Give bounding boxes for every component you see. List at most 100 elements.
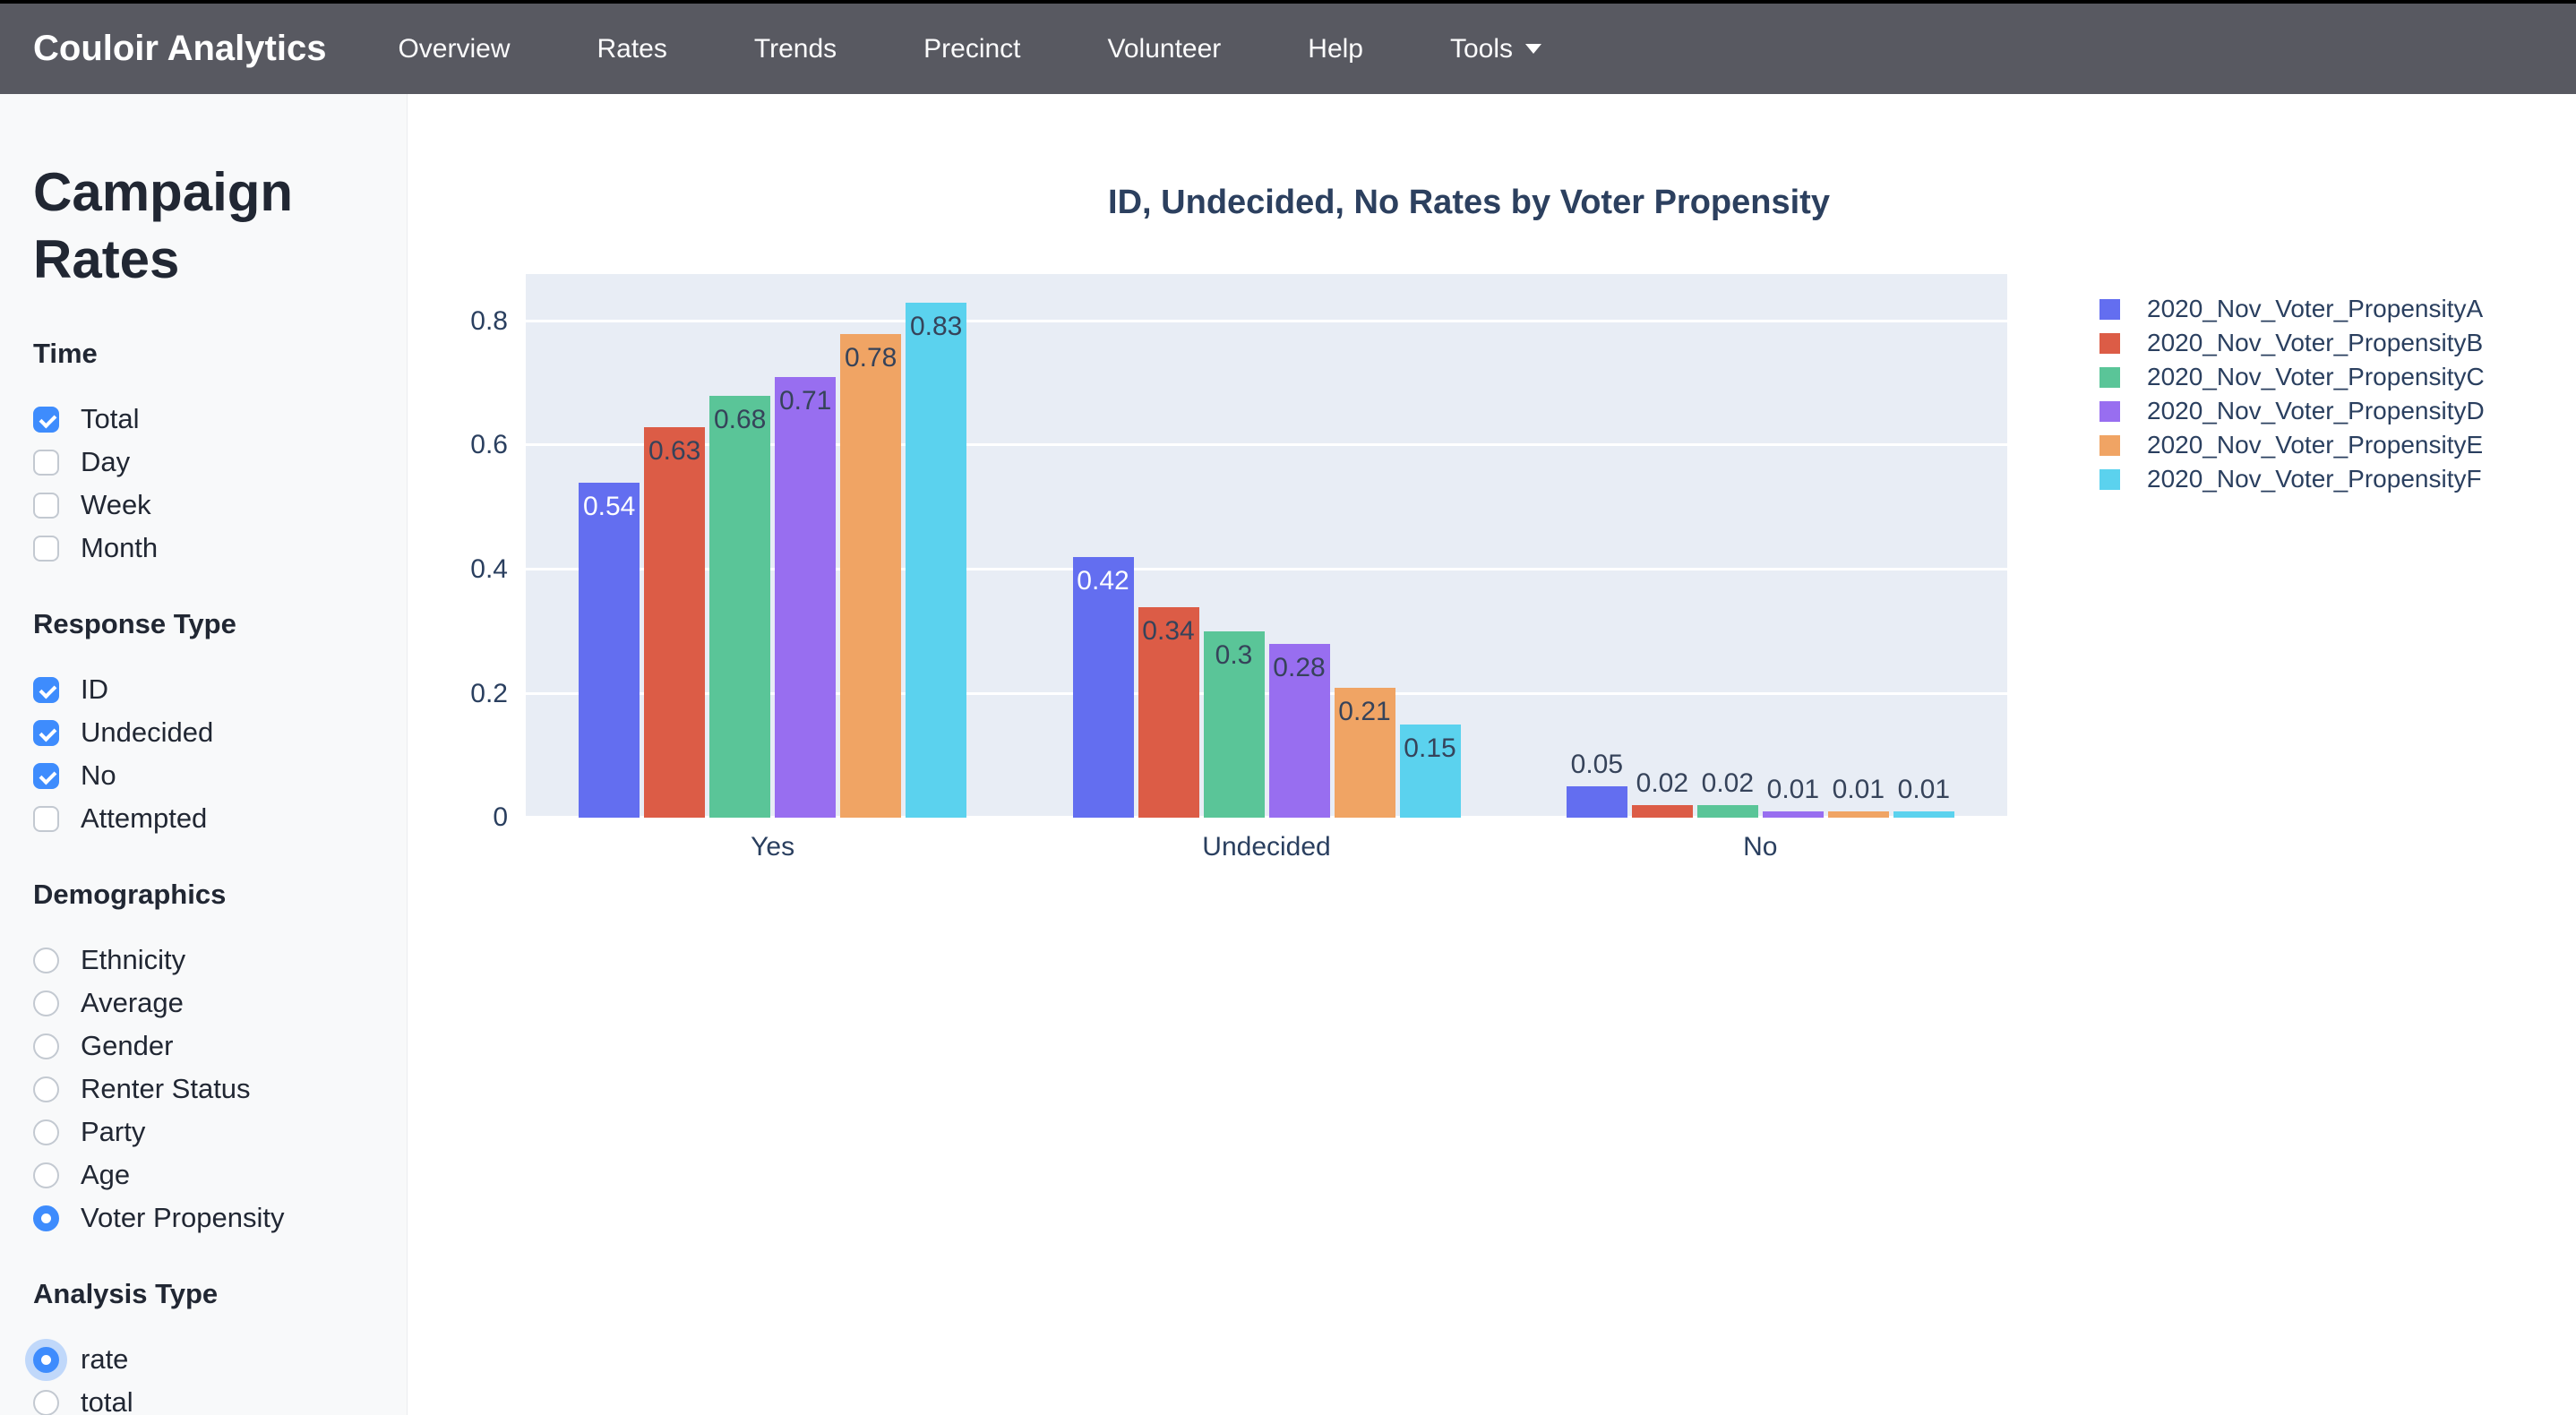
gridline-0.8 xyxy=(526,319,2007,322)
nav-item-label: Help xyxy=(1308,33,1363,64)
bar-undecided-2020-nov-voter-propensityf[interactable]: 0.15 xyxy=(1399,725,1461,818)
radio-gender[interactable]: Gender xyxy=(33,1031,382,1061)
nav-item-label: Tools xyxy=(1450,33,1514,64)
radio-renter-status[interactable]: Renter Status xyxy=(33,1074,382,1104)
bar-value-label: 0.21 xyxy=(1338,697,1391,726)
bar-no-2020-nov-voter-propensitya[interactable]: 0.05 xyxy=(1566,750,1627,818)
nav-item-tools[interactable]: Tools xyxy=(1450,33,1542,64)
x-tick-label-no: No xyxy=(1743,832,1778,862)
nav-item-trends[interactable]: Trends xyxy=(754,34,837,64)
legend-item-2020-nov-voter-propensitye[interactable]: 2020_Nov_Voter_PropensityE xyxy=(2099,428,2485,462)
gridline-0 xyxy=(526,816,2007,819)
radio-age[interactable]: Age xyxy=(33,1160,382,1190)
y-tick-label-0: 0 xyxy=(493,802,508,832)
bar-no-2020-nov-voter-propensityf[interactable]: 0.01 xyxy=(1893,775,1954,818)
bar-yes-2020-nov-voter-propensitye[interactable]: 0.78 xyxy=(840,334,902,818)
x-tick-label-undecided: Undecided xyxy=(1202,832,1331,862)
radio-input-gender[interactable] xyxy=(33,1033,59,1059)
checkbox-attempted[interactable]: Attempted xyxy=(33,803,382,834)
radio-ethnicity[interactable]: Ethnicity xyxy=(33,945,382,975)
bar-yes-2020-nov-voter-propensityc[interactable]: 0.68 xyxy=(709,396,771,818)
checkbox-no[interactable]: No xyxy=(33,760,382,791)
bar-yes-2020-nov-voter-propensitya[interactable]: 0.54 xyxy=(579,483,640,818)
radio-input-average[interactable] xyxy=(33,990,59,1016)
x-tick-label-yes: Yes xyxy=(751,832,795,862)
section-title-analysis-type: Analysis Type xyxy=(33,1278,219,1309)
radio-rate[interactable]: rate xyxy=(33,1344,382,1375)
bar-value-label: 0.42 xyxy=(1077,566,1129,596)
radio-total[interactable]: total xyxy=(33,1387,382,1415)
bar-group-yes: 0.54 0.63 0.68 0.71 0.78 0.83 xyxy=(576,303,970,818)
radio-average[interactable]: Average xyxy=(33,988,382,1018)
radio-input-voter-propensity[interactable] xyxy=(33,1205,59,1231)
nav-item-label: Volunteer xyxy=(1107,33,1222,64)
bar-undecided-2020-nov-voter-propensityd[interactable]: 0.28 xyxy=(1268,644,1330,818)
legend-item-2020-nov-voter-propensityd[interactable]: 2020_Nov_Voter_PropensityD xyxy=(2099,394,2485,428)
legend-swatch xyxy=(2099,366,2120,388)
checkbox-week[interactable]: Week xyxy=(33,490,382,520)
checkbox-day[interactable]: Day xyxy=(33,447,382,477)
bar-undecided-2020-nov-voter-propensitye[interactable]: 0.21 xyxy=(1334,688,1395,818)
legend-item-2020-nov-voter-propensityb[interactable]: 2020_Nov_Voter_PropensityB xyxy=(2099,326,2485,360)
bar-yes-2020-nov-voter-propensityb[interactable]: 0.63 xyxy=(644,427,706,818)
nav-item-volunteer[interactable]: Volunteer xyxy=(1108,34,1222,64)
gridline-0.6 xyxy=(526,443,2007,447)
nav-item-label: Trends xyxy=(753,33,837,64)
bar-no-2020-nov-voter-propensityb[interactable]: 0.02 xyxy=(1631,768,1693,818)
bar-yes-2020-nov-voter-propensityf[interactable]: 0.83 xyxy=(906,303,967,818)
nav-item-precinct[interactable]: Precinct xyxy=(923,34,1020,64)
nav-item-help[interactable]: Help xyxy=(1308,34,1363,64)
checkbox-undecided[interactable]: Undecided xyxy=(33,717,382,748)
radio-input-total[interactable] xyxy=(33,1389,59,1415)
checkbox-input-month[interactable] xyxy=(33,535,59,562)
radio-party[interactable]: Party xyxy=(33,1117,382,1147)
checkbox-input-no[interactable] xyxy=(33,762,59,789)
checkbox-input-undecided[interactable] xyxy=(33,719,59,746)
bar-group-undecided: 0.42 0.34 0.3 0.28 0.21 0.15 xyxy=(1069,557,1464,818)
top-navbar: Couloir Analytics Overview Rates Trends Pre… xyxy=(0,0,2576,94)
bar-no-2020-nov-voter-propensitye[interactable]: 0.01 xyxy=(1827,775,1889,818)
checkbox-input-attempted[interactable] xyxy=(33,805,59,832)
bar-undecided-2020-nov-voter-propensityc[interactable]: 0.3 xyxy=(1203,631,1265,818)
section-title-time: Time xyxy=(33,338,98,369)
chart-legend: 2020_Nov_Voter_PropensityA 2020_Nov_Voter… xyxy=(2099,292,2485,496)
bar-value-label: 0.01 xyxy=(1766,775,1820,804)
radio-input-party[interactable] xyxy=(33,1119,59,1145)
control-label: Month xyxy=(81,532,159,563)
legend-item-2020-nov-voter-propensityf[interactable]: 2020_Nov_Voter_PropensityF xyxy=(2099,462,2485,496)
bar-no-2020-nov-voter-propensityc[interactable]: 0.02 xyxy=(1696,768,1758,818)
radio-input-rate[interactable] xyxy=(33,1346,59,1373)
bar-value-label: 0.54 xyxy=(582,492,636,521)
legend-label: 2020_Nov_Voter_PropensityC xyxy=(2147,363,2485,390)
control-label: Day xyxy=(81,446,131,477)
checkbox-input-day[interactable] xyxy=(33,449,59,476)
checkbox-total[interactable]: Total xyxy=(33,404,382,434)
bar-undecided-2020-nov-voter-propensityb[interactable]: 0.34 xyxy=(1138,607,1199,818)
radio-input-ethnicity[interactable] xyxy=(33,947,59,973)
checkbox-input-week[interactable] xyxy=(33,492,59,519)
bar-undecided-2020-nov-voter-propensitya[interactable]: 0.42 xyxy=(1072,557,1134,818)
bar-value-label: 0.01 xyxy=(1832,775,1885,804)
radio-input-renter-status[interactable] xyxy=(33,1076,59,1102)
checkbox-month[interactable]: Month xyxy=(33,533,382,563)
filter-sidebar: Campaign Rates Time Total Day Week Month Resp… xyxy=(0,94,408,1415)
chevron-down-icon xyxy=(1525,44,1542,54)
checkbox-id[interactable]: ID xyxy=(33,674,382,705)
brand-logo[interactable]: Couloir Analytics xyxy=(33,29,327,68)
bar-no-2020-nov-voter-propensityd[interactable]: 0.01 xyxy=(1762,775,1824,818)
nav-item-overview[interactable]: Overview xyxy=(398,34,510,64)
bar-value-label: 0.01 xyxy=(1897,775,1951,804)
checkbox-input-id[interactable] xyxy=(33,676,59,703)
control-label: Average xyxy=(81,987,184,1018)
bar-value-label: 0.78 xyxy=(844,343,897,373)
checkbox-input-total[interactable] xyxy=(33,406,59,433)
legend-item-2020-nov-voter-propensityc[interactable]: 2020_Nov_Voter_PropensityC xyxy=(2099,360,2485,394)
control-label: Gender xyxy=(81,1030,174,1061)
nav-item-rates[interactable]: Rates xyxy=(597,34,667,64)
legend-swatch xyxy=(2099,468,2120,490)
radio-voter-propensity[interactable]: Voter Propensity xyxy=(33,1203,382,1233)
bar-yes-2020-nov-voter-propensityd[interactable]: 0.71 xyxy=(775,377,837,818)
bar-value-label: 0.63 xyxy=(648,436,701,466)
radio-input-age[interactable] xyxy=(33,1162,59,1188)
legend-item-2020-nov-voter-propensitya[interactable]: 2020_Nov_Voter_PropensityA xyxy=(2099,292,2485,326)
